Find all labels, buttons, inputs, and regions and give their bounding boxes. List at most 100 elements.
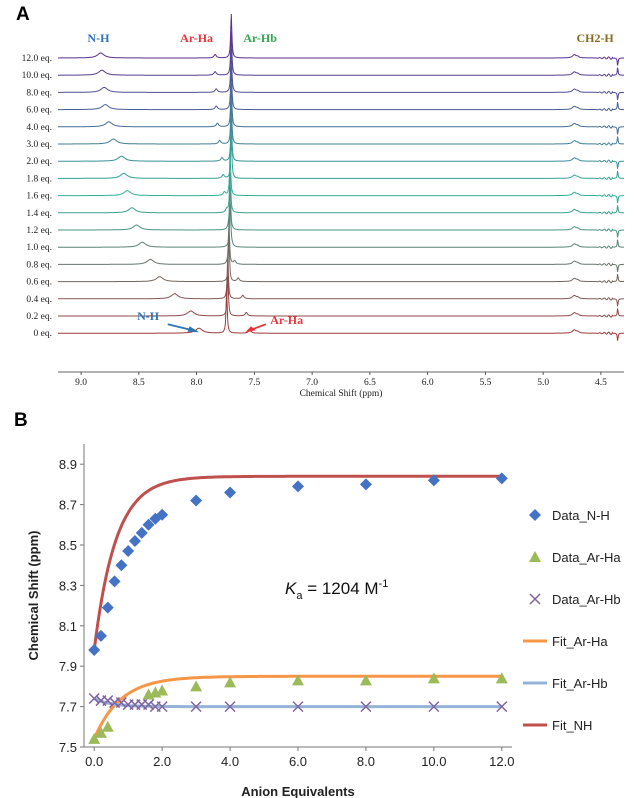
spectrum-trace <box>58 275 624 318</box>
spectrum-trace <box>58 13 624 66</box>
spectrum-trace <box>58 155 624 204</box>
binding-constant-annotation: Ka = 1204 M-1 <box>285 578 388 602</box>
data-point-nh <box>108 575 121 588</box>
legend-entry: Fit_Ar-Hb <box>552 676 608 691</box>
x-axis-title: Anion Equivalents <box>241 784 354 798</box>
peak-label: CH2-H <box>576 31 614 45</box>
x-tick-label: 6.5 <box>364 378 376 388</box>
spectrum-label: 3.0 eq. <box>26 140 52 150</box>
spectrum-trace <box>58 134 624 181</box>
data-point-nh <box>292 480 304 493</box>
peak-label: Ar-Ha <box>180 31 213 45</box>
data-point-ar-ha <box>101 720 114 732</box>
data-point-ar-hb <box>292 701 304 713</box>
data-point-ar-ha <box>94 726 107 738</box>
x-tick-label: 9.0 <box>75 378 87 388</box>
spectrum-label: 0.6 eq. <box>26 278 52 288</box>
spectrum-label: 1.4 eq. <box>26 209 52 219</box>
panel-a-spectra: A N-H Ar-Ha Ar-Hb CH2-H 12.0 eq. 10.0 eq. 8.0… <box>16 4 624 399</box>
legend-entry: Fit_NH <box>552 718 592 733</box>
arrowhead-nh <box>187 326 199 333</box>
y-tick-label: 8.1 <box>59 619 77 634</box>
data-point-ar-ha <box>495 672 508 684</box>
panel-b-letter: B <box>14 410 28 431</box>
plot-area: 7.5 7.7 7.9 8.1 8.3 8.5 8.7 8.9 0.0 2.0 4.0 6.0 8.0 1… <box>26 444 514 798</box>
y-axis-title: Chemical Shift (ppm) <box>26 530 41 660</box>
spectrum-label: 1.8 eq. <box>26 174 52 184</box>
spectrum-label: 6.0 eq. <box>26 106 52 116</box>
x-tick-label: 7.0 <box>306 378 318 388</box>
x-tick-label: 4.5 <box>595 378 607 388</box>
data-point-ar-hb <box>115 697 127 709</box>
spectrum-trace <box>58 220 624 273</box>
data-point-nh <box>122 545 135 558</box>
x-tick-label: 8.0 <box>191 378 203 388</box>
data-point-ar-ha <box>224 676 237 688</box>
spectrum-label: 2.0 eq. <box>26 157 52 167</box>
x-tick-label: 5.5 <box>479 378 491 388</box>
legend-entry: Fit_Ar-Ha <box>552 634 608 649</box>
legend-entry: Data_Ar-Hb <box>552 592 621 607</box>
spectrum-label: 1.2 eq. <box>26 226 52 236</box>
y-tick-label: 8.3 <box>59 578 77 593</box>
data-point-ar-hb <box>360 701 372 713</box>
spectrum-label: 1.6 eq. <box>26 192 52 202</box>
data-point-nh <box>142 518 155 531</box>
data-point-nh <box>128 534 141 547</box>
annotation-sub: a <box>296 590 303 602</box>
x-tick-label: 8.5 <box>133 378 145 388</box>
y-tick-label: 7.7 <box>59 700 77 715</box>
data-point-ar-ha <box>359 674 372 686</box>
legend-entry: Data_Ar-Ha <box>552 550 621 565</box>
spectrum-trace <box>58 48 624 101</box>
x-tick-label: 7.5 <box>248 378 260 388</box>
legend-entry: Data_N-H <box>552 508 610 523</box>
data-point-nh <box>115 559 128 572</box>
spectrum-label: 10.0 eq. <box>22 71 52 81</box>
panel-a-letter: A <box>16 4 30 25</box>
data-point-nh <box>135 526 148 539</box>
spectrum-trace <box>58 258 624 307</box>
data-point-ar-hb <box>156 701 168 713</box>
x-tick-label: 12.0 <box>489 754 514 769</box>
annotation-sup: -1 <box>379 578 389 590</box>
spectrum-label: 0.4 eq. <box>26 295 52 305</box>
data-point-ar-hb <box>428 701 440 713</box>
spectrum-trace <box>58 289 624 341</box>
x-tick-label: 4.0 <box>221 754 239 769</box>
spectrum-trace <box>58 65 624 112</box>
data-point-ar-hb <box>496 701 508 713</box>
arrow-label-ha: Ar-Ha <box>270 313 303 327</box>
x-tick-label: 8.0 <box>357 754 375 769</box>
x-tick-label: 0.0 <box>85 754 103 769</box>
spectrum-label: 8.0 eq. <box>26 88 52 98</box>
data-point-nh <box>529 509 541 521</box>
data-point-ar-ha <box>529 551 541 562</box>
spectrum-label: 4.0 eq. <box>26 123 52 133</box>
y-tick-label: 8.7 <box>59 498 77 513</box>
data-point-nh <box>88 644 101 657</box>
data-point-ar-hb <box>224 701 236 713</box>
data-point-nh <box>495 472 508 485</box>
data-point-nh <box>94 629 107 642</box>
data-point-ar-hb <box>190 701 202 713</box>
x-tick-label: 6.0 <box>289 754 307 769</box>
peak-arrows: N-H Ar-Ha <box>137 309 303 333</box>
annotation-k: K <box>285 579 297 598</box>
arrow-label-nh: N-H <box>137 309 160 323</box>
y-tick-label: 7.9 <box>59 659 77 674</box>
spectrum-trace <box>58 237 624 284</box>
data-point-nh <box>224 486 237 499</box>
x-axis-spectra: 9.0 8.5 8.0 7.5 7.0 6.5 6.0 5.5 5.0 4.5 Chemical S… <box>58 371 624 399</box>
data-point-ar-hb <box>88 692 100 705</box>
fit-curve-fit-nh <box>92 474 502 651</box>
panel-b-titration: B 7.5 7.7 7.9 8.1 8.3 8.5 8.7 8.9 0.0 2.0 4.0 6.0 8.… <box>14 410 621 798</box>
annotation-main: = 1204 M <box>302 579 378 598</box>
data-point-ar-hb <box>143 699 155 711</box>
spectrum-trace <box>58 171 624 215</box>
spectrum-label: 0.2 eq. <box>26 312 52 322</box>
spectrum-trace <box>58 31 624 77</box>
y-tick-label: 8.9 <box>59 457 77 472</box>
spectrum-label: 1.0 eq. <box>26 243 52 253</box>
